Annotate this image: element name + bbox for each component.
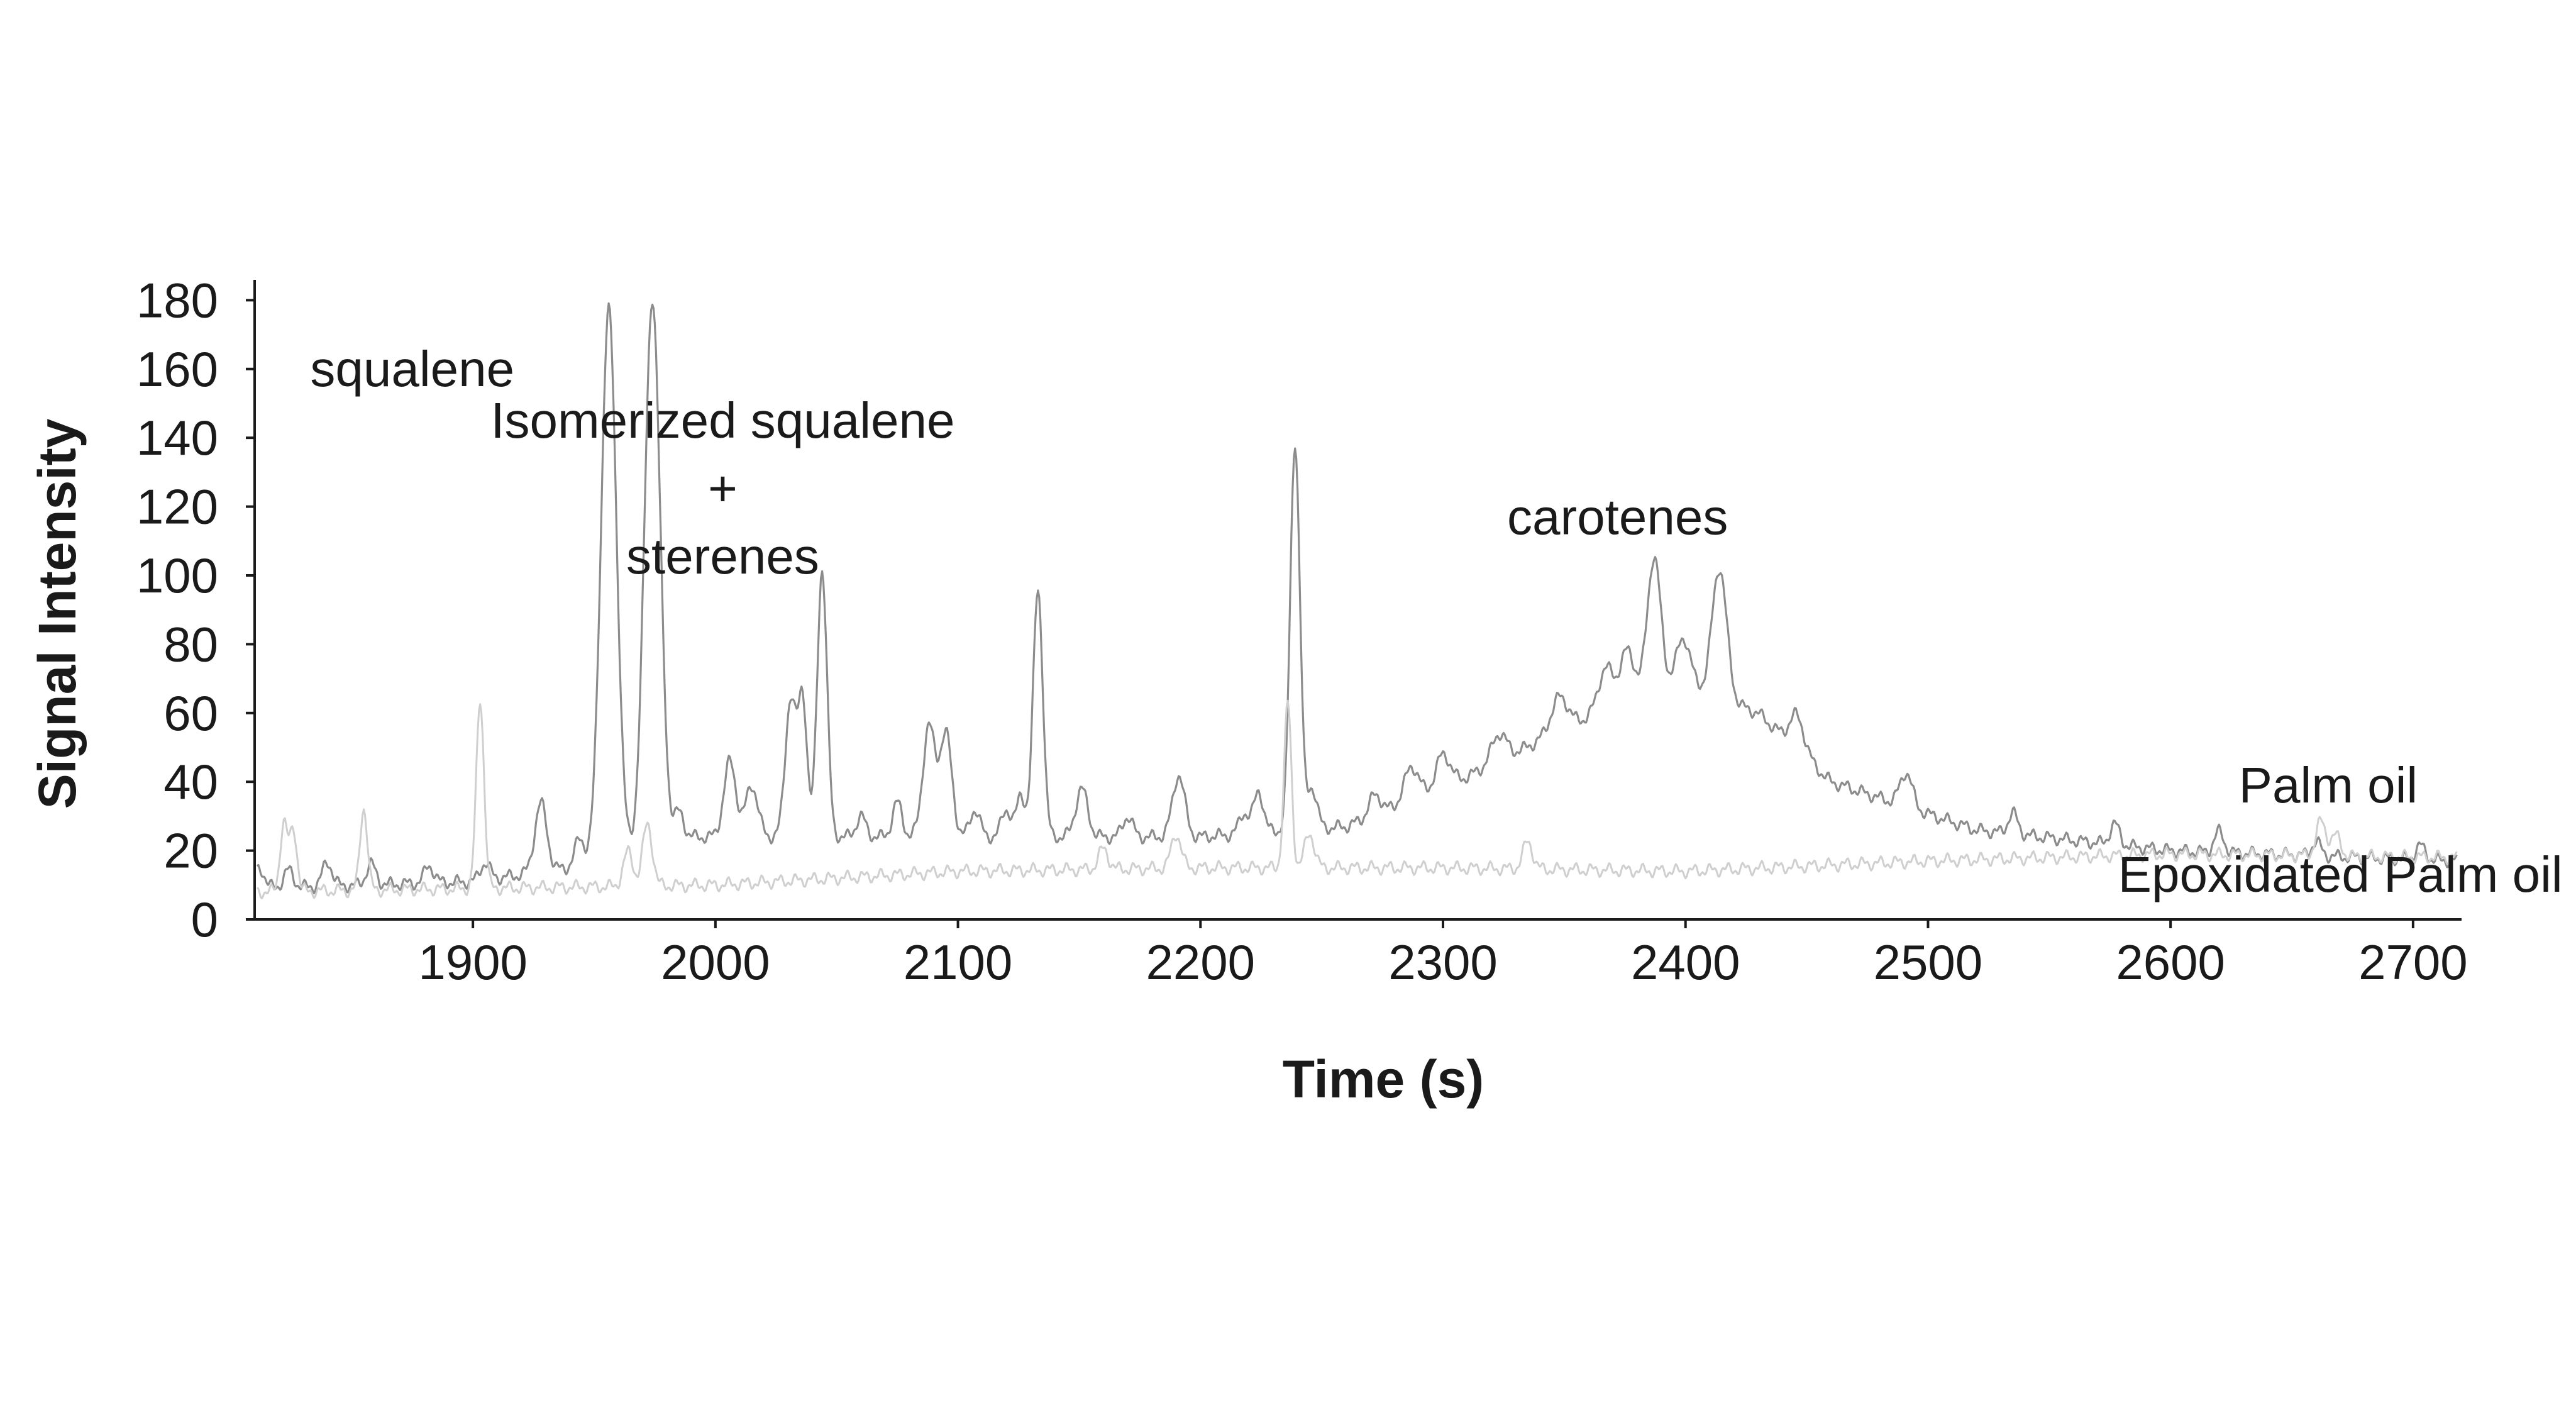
y-tick-label: 80 [163,616,218,672]
y-tick-label: 20 [163,823,218,879]
x-tick-label: 2700 [2358,935,2468,990]
y-axis-title: Signal Intensity [28,418,87,809]
x-tick-label: 2200 [1146,935,1256,990]
x-tick-label: 2400 [1631,935,1740,990]
x-tick-label: 2500 [1874,935,1983,990]
y-tick-label: 100 [136,548,218,603]
y-tick-label: 120 [136,479,218,535]
annotation-carotenes: carotenes [1507,489,1728,545]
axes-layer: 0 20 40 60 80 100 120 140 160 180 1900 2000 2100 2200… [136,272,2468,990]
annotation-squalene: squalene [310,341,514,397]
annotation-palm-oil: Palm oil [2239,757,2418,813]
y-tick-label: 160 [136,341,218,397]
y-tick-label: 140 [136,410,218,465]
series-line-epoxidated-palm-oil [257,699,2458,899]
x-tick-label: 1900 [418,935,528,990]
x-tick-label: 2600 [2116,935,2225,990]
annotation-isomerized: Isomerized squalene + sterenes [490,392,954,584]
y-tick-label: 0 [191,892,218,947]
x-tick-label: 2100 [904,935,1013,990]
y-tick-label: 40 [163,754,218,809]
series-layer [256,302,2458,899]
annotation-epoxidated: Epoxidated Palm oil [2118,846,2563,902]
y-tick-label: 60 [163,685,218,741]
x-axis-title: Time (s) [1283,1050,1484,1109]
x-tick-label: 2000 [661,935,770,990]
y-tick-label: 180 [136,272,218,328]
x-tick-label: 2300 [1388,935,1498,990]
series-line-palm-oil [256,302,2458,894]
